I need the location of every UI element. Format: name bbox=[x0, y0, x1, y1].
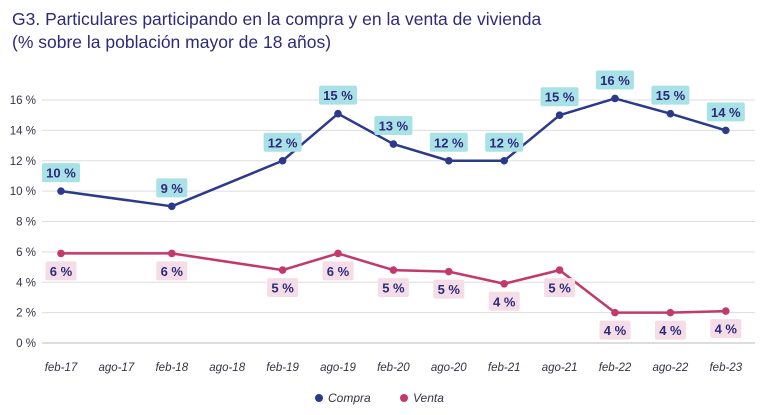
chart-title-line-1: G3. Particulares participando en la comp… bbox=[12, 9, 542, 29]
data-label-bg bbox=[540, 87, 579, 107]
data-label: 4 % bbox=[659, 323, 682, 338]
data-point-venta bbox=[500, 279, 509, 288]
data-label-bg bbox=[156, 261, 188, 281]
data-point-venta bbox=[168, 249, 176, 258]
data-label-bg bbox=[42, 163, 80, 183]
y-tick-label: 0 % bbox=[16, 338, 36, 350]
data-point-compra bbox=[500, 156, 509, 165]
legend-marker-venta bbox=[400, 394, 408, 402]
data-label: 16 % bbox=[600, 73, 630, 88]
x-tick-label: feb-19 bbox=[266, 362, 299, 374]
data-point-venta bbox=[57, 249, 65, 258]
data-label: 4 % bbox=[604, 323, 627, 338]
x-tick-label: feb-17 bbox=[45, 362, 78, 374]
data-point-venta bbox=[611, 308, 619, 317]
data-label: 5 % bbox=[271, 281, 294, 296]
data-label: 4 % bbox=[493, 294, 516, 309]
data-label: 10 % bbox=[46, 166, 76, 181]
data-label: 5 % bbox=[382, 281, 405, 296]
data-label-bg bbox=[322, 261, 354, 281]
data-point-compra bbox=[334, 109, 342, 118]
y-tick-label: 6 % bbox=[16, 247, 36, 259]
data-label-bg bbox=[654, 320, 686, 340]
data-point-compra bbox=[389, 140, 398, 148]
data-label-bg bbox=[267, 278, 299, 298]
data-point-venta bbox=[722, 307, 730, 315]
legend-label-venta: Venta bbox=[413, 391, 444, 405]
data-point-venta bbox=[334, 249, 342, 258]
data-label-bg bbox=[544, 278, 576, 298]
data-label: 12 % bbox=[268, 135, 298, 150]
chart-title-line-2: (% sobre la población mayor de 18 años) bbox=[12, 32, 332, 52]
data-label: 13 % bbox=[379, 119, 409, 134]
data-label-bg bbox=[706, 102, 745, 122]
data-label: 15 % bbox=[323, 88, 353, 103]
x-tick-label: feb-20 bbox=[377, 362, 410, 374]
data-point-compra bbox=[722, 126, 730, 135]
y-tick-label: 14 % bbox=[10, 125, 36, 137]
data-label-bg bbox=[319, 85, 357, 105]
data-point-venta bbox=[445, 267, 453, 276]
data-label-bg bbox=[651, 85, 690, 105]
data-label-bg bbox=[599, 320, 631, 340]
data-label-bg bbox=[710, 319, 742, 339]
data-label-bg bbox=[374, 116, 413, 136]
data-label-bg bbox=[485, 132, 524, 152]
data-label: 15 % bbox=[656, 88, 686, 103]
y-tick-label: 10 % bbox=[10, 186, 36, 198]
data-point-venta bbox=[666, 308, 675, 317]
data-label: 6 % bbox=[50, 264, 73, 279]
data-label-bg bbox=[156, 178, 188, 198]
data-label: 12 % bbox=[489, 135, 519, 150]
x-tick-label: ago-17 bbox=[98, 362, 134, 374]
data-label-bg bbox=[377, 278, 409, 298]
x-tick-label: feb-18 bbox=[155, 362, 188, 374]
data-point-compra bbox=[611, 94, 619, 103]
chart-title: G3. Particulares participando en la comp… bbox=[12, 8, 752, 54]
data-point-compra bbox=[57, 187, 65, 195]
data-point-venta bbox=[389, 266, 398, 274]
data-label: 6 % bbox=[327, 264, 350, 279]
data-point-venta bbox=[555, 266, 564, 274]
data-label: 15 % bbox=[545, 90, 575, 105]
data-label: 6 % bbox=[161, 264, 184, 279]
data-point-compra bbox=[168, 202, 176, 211]
data-point-compra bbox=[278, 156, 287, 165]
x-tick-label: feb-22 bbox=[599, 362, 632, 374]
x-tick-label: ago-20 bbox=[431, 362, 467, 374]
data-point-venta bbox=[278, 266, 287, 274]
data-point-compra bbox=[445, 156, 453, 165]
data-label: 14 % bbox=[711, 105, 741, 120]
y-tick-label: 12 % bbox=[10, 156, 36, 168]
data-label-bg bbox=[596, 70, 634, 90]
x-tick-label: ago-22 bbox=[652, 362, 688, 374]
y-tick-label: 2 % bbox=[16, 308, 36, 320]
data-point-compra bbox=[555, 111, 564, 119]
x-tick-label: feb-23 bbox=[709, 362, 742, 374]
data-point-compra bbox=[666, 109, 675, 118]
x-tick-label: ago-21 bbox=[542, 362, 578, 374]
y-tick-label: 16 % bbox=[10, 95, 36, 107]
legend-label-compra: Compra bbox=[328, 391, 371, 405]
data-label: 4 % bbox=[715, 322, 738, 337]
x-tick-label: feb-21 bbox=[488, 362, 521, 374]
x-tick-label: ago-18 bbox=[209, 362, 245, 374]
data-label: 9 % bbox=[161, 181, 184, 196]
data-label-bg bbox=[433, 279, 465, 299]
data-label: 12 % bbox=[434, 135, 464, 150]
y-tick-label: 8 % bbox=[16, 217, 36, 229]
legend-marker-compra bbox=[315, 394, 323, 402]
data-label: 5 % bbox=[438, 282, 461, 297]
x-tick-label: ago-19 bbox=[320, 362, 356, 374]
y-tick-label: 4 % bbox=[16, 277, 36, 289]
data-label-bg bbox=[429, 132, 468, 152]
data-label-bg bbox=[45, 261, 77, 281]
data-label: 5 % bbox=[548, 281, 571, 296]
data-label-bg bbox=[263, 132, 302, 152]
data-label-bg bbox=[488, 291, 520, 311]
